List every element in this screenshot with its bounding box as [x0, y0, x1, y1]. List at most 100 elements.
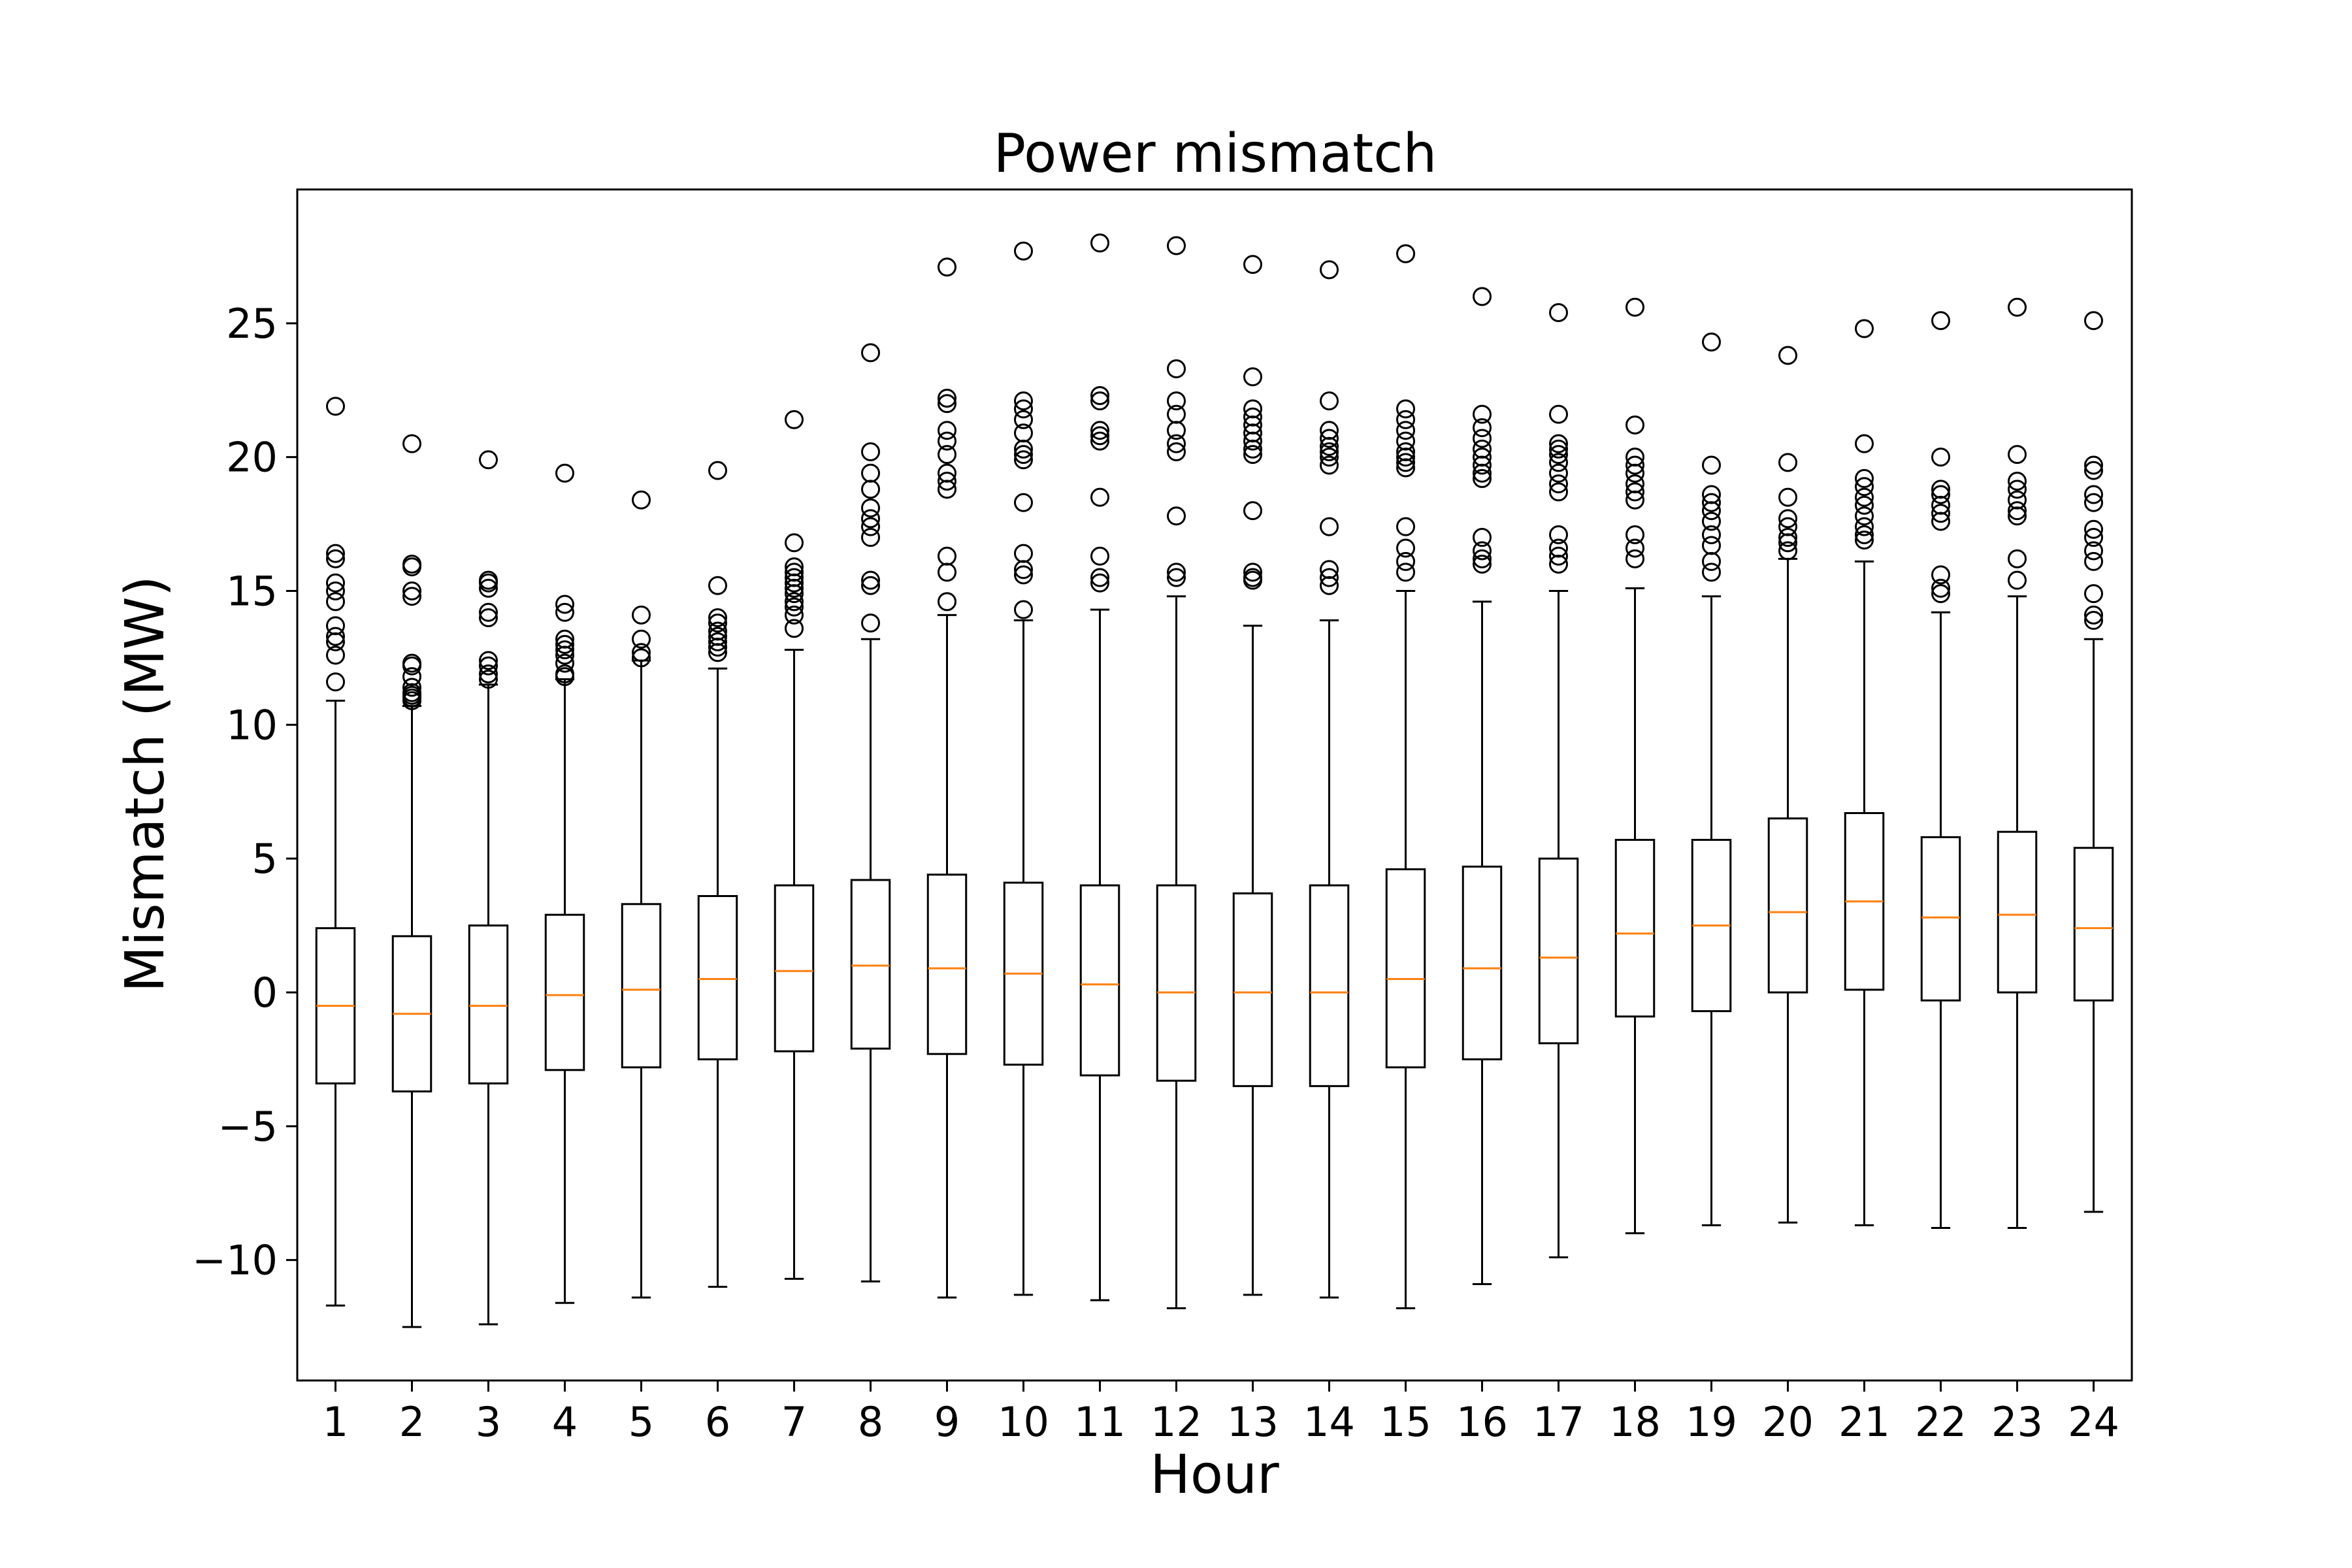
outlier-point: [1396, 563, 1415, 582]
outlier-point: [1090, 573, 1109, 593]
outlier-point: [1549, 482, 1568, 502]
outlier-point: [861, 480, 880, 499]
outlier-point: [1396, 517, 1415, 536]
box-group-hour-5: 5: [621, 490, 662, 1446]
outlier-point: [1473, 549, 1492, 568]
outlier-point: [632, 629, 651, 649]
outlier-point: [479, 602, 498, 622]
outlier-point: [938, 257, 956, 277]
outlier-point: [938, 394, 956, 414]
outlier-point: [1702, 563, 1721, 582]
outlier-point: [1778, 541, 1797, 561]
outlier-point: [2084, 461, 2103, 480]
outlier-point: [785, 619, 804, 638]
outlier-point: [1473, 555, 1492, 574]
outlier-point: [2084, 584, 2103, 604]
outlier-point: [1320, 517, 1339, 536]
outlier-point: [402, 678, 421, 697]
outlier-point: [1396, 453, 1415, 472]
outlier-point: [326, 627, 345, 646]
outlier-point: [632, 490, 651, 510]
outlier-point: [708, 576, 727, 595]
outlier-point: [1090, 421, 1109, 440]
outlier-point: [1090, 568, 1109, 587]
box-iqr: [1920, 836, 1961, 1002]
outlier-point: [402, 581, 421, 600]
outlier-point: [2084, 611, 2103, 630]
outlier-point: [1855, 434, 1874, 453]
outlier-point: [861, 570, 880, 590]
box-iqr: [1079, 884, 1120, 1077]
box-group-hour-6: 6: [697, 461, 738, 1446]
outlier-point: [1243, 439, 1262, 459]
outlier-point: [1549, 302, 1568, 322]
outlier-point: [1625, 538, 1644, 558]
outlier-point: [2008, 480, 2027, 499]
plot-frame: [296, 188, 2133, 1382]
y-tick-label: 15: [226, 567, 278, 615]
outlier-point: [785, 410, 804, 429]
x-tick-label: 11: [1074, 1398, 1126, 1446]
outlier-point: [1167, 391, 1186, 411]
outlier-point: [1549, 546, 1568, 566]
outlier-point: [1473, 418, 1492, 438]
box-iqr: [2073, 847, 2114, 1002]
outlier-point: [1855, 477, 1874, 497]
box-group-hour-16: 16: [1456, 287, 1508, 1446]
outlier-point: [1855, 517, 1874, 536]
outlier-point: [1014, 241, 1033, 261]
outlier-point: [555, 634, 574, 654]
outlier-point: [1014, 560, 1033, 580]
outlier-point: [938, 421, 956, 440]
outlier-point: [1625, 463, 1644, 483]
outlier-point: [938, 472, 956, 491]
outlier-point: [1931, 448, 1950, 467]
y-tick-label: −10: [192, 1237, 278, 1284]
x-tick-label: 18: [1609, 1398, 1661, 1446]
outlier-point: [2084, 493, 2103, 512]
box-iqr: [697, 895, 738, 1060]
outlier-point: [1320, 391, 1339, 411]
outlier-point: [1931, 512, 1950, 531]
outlier-point: [2084, 528, 2103, 547]
box-iqr: [1538, 857, 1579, 1045]
y-axis-label: Mismatch (MW): [114, 576, 176, 992]
x-tick-label: 19: [1686, 1398, 1737, 1446]
outlier-point: [326, 581, 345, 600]
outlier-point: [785, 584, 804, 604]
outlier-point: [1167, 236, 1186, 255]
box-iqr: [926, 874, 968, 1055]
outlier-point: [1320, 568, 1339, 587]
outlier-point: [2008, 506, 2027, 526]
outlier-point: [555, 640, 574, 660]
outlier-point: [1473, 468, 1492, 488]
outlier-point: [402, 434, 421, 453]
outlier-point: [861, 509, 880, 529]
outlier-point: [1243, 367, 1262, 387]
outlier-point: [1167, 568, 1186, 587]
outlier-point: [632, 605, 651, 625]
outlier-point: [2084, 519, 2103, 539]
outlier-point: [2084, 485, 2103, 504]
outlier-point: [861, 528, 880, 547]
outlier-point: [785, 592, 804, 612]
box-group-hour-7: 7: [774, 410, 815, 1446]
box-group-hour-4: 4: [544, 463, 585, 1446]
outlier-point: [1473, 455, 1492, 475]
box-group-hour-10: 10: [998, 241, 1049, 1446]
outlier-point: [1855, 506, 1874, 526]
outlier-point: [938, 389, 956, 408]
outlier-point: [2084, 311, 2103, 331]
x-tick-label: 7: [781, 1398, 807, 1446]
y-tick-label: −5: [218, 1103, 278, 1151]
outlier-point: [1243, 570, 1262, 590]
outlier-point: [402, 691, 421, 710]
x-tick-label: 1: [323, 1398, 348, 1446]
outlier-point: [1549, 404, 1568, 424]
x-tick-label: 4: [552, 1398, 578, 1446]
outlier-point: [938, 480, 956, 499]
outlier-point: [938, 592, 956, 612]
outlier-point: [2008, 570, 2027, 590]
outlier-point: [1549, 463, 1568, 483]
